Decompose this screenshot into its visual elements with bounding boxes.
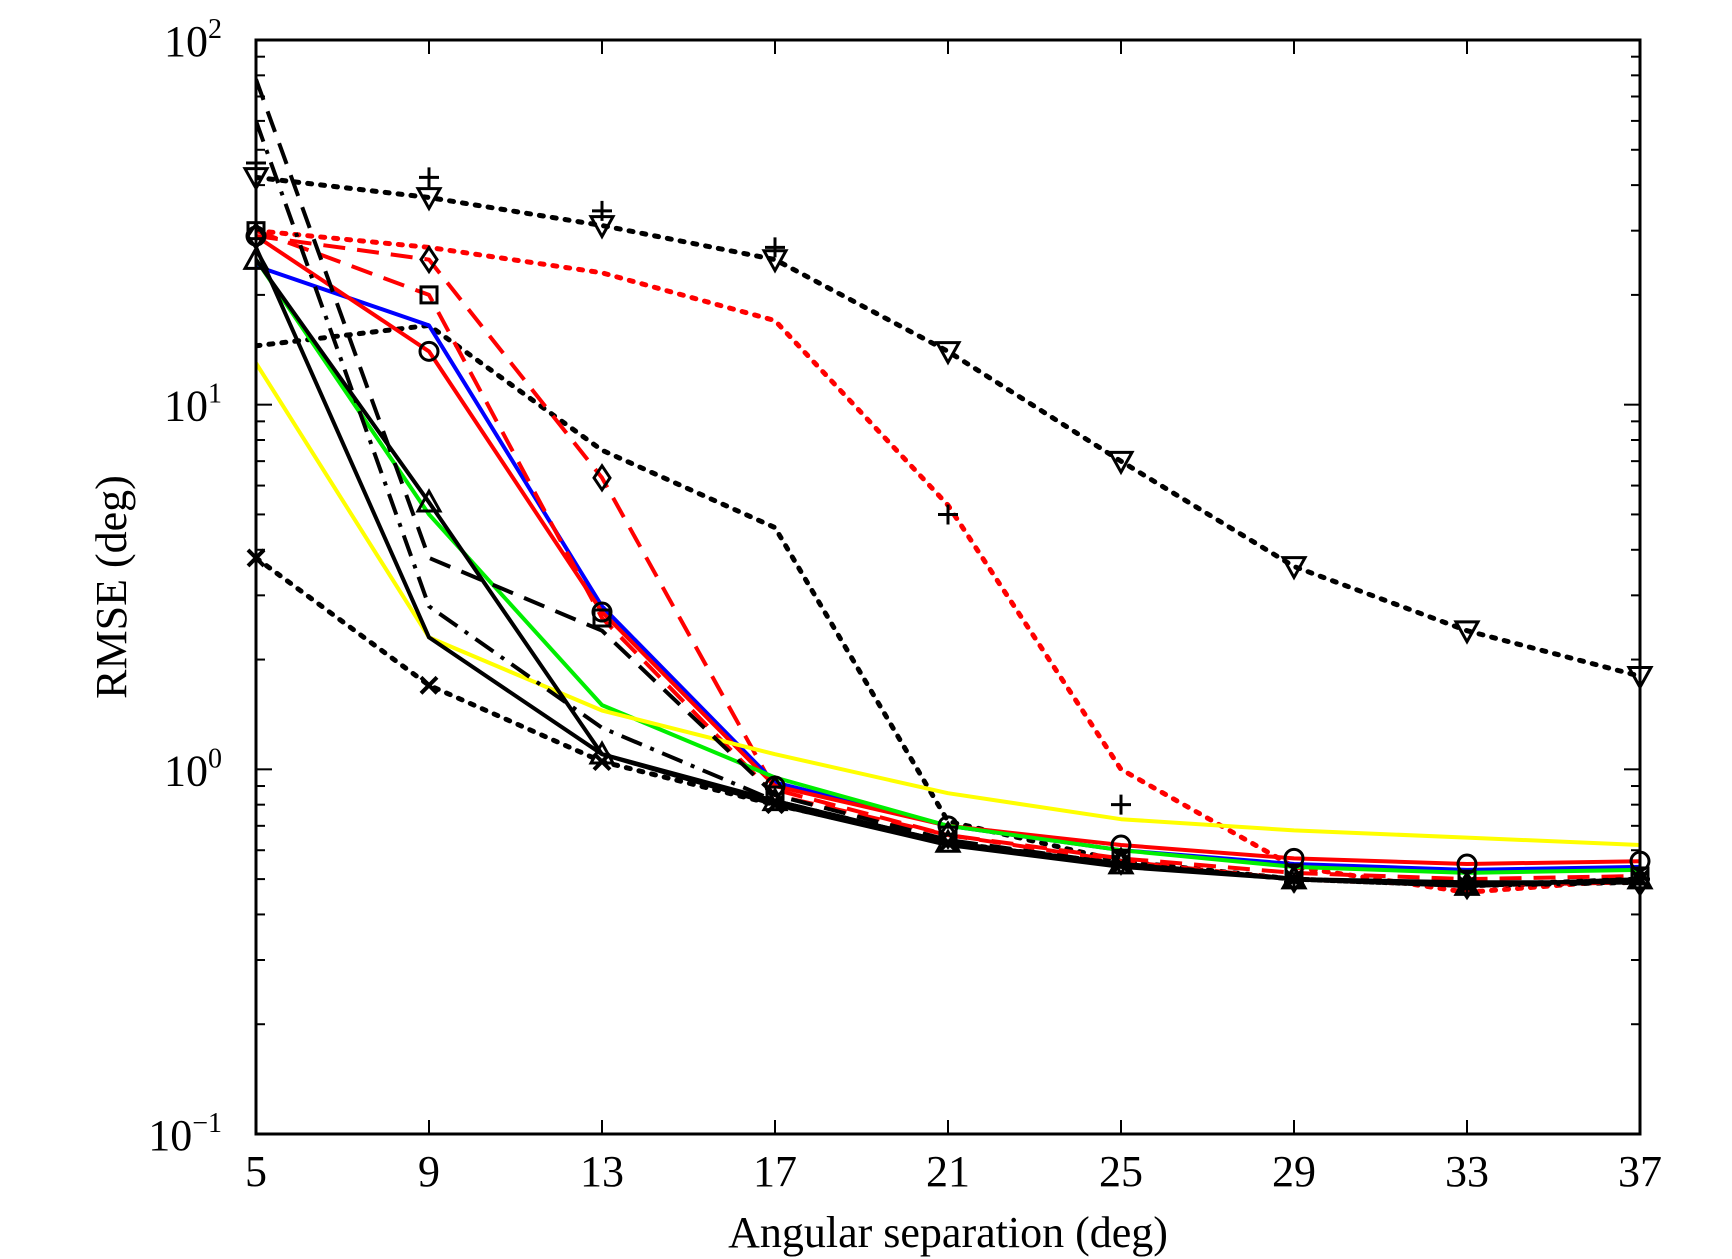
marker-x (765, 795, 785, 815)
y-tick-labels: 10−1 100 101 102 (148, 14, 222, 1160)
x-tick-label: 13 (580, 1147, 624, 1196)
marker-triangle-down (1280, 556, 1308, 581)
x-tick-label: 5 (245, 1147, 267, 1196)
tick-layer (255, 40, 1641, 1135)
series-line-10 (256, 362, 1640, 847)
x-tick-label: 29 (1272, 1147, 1316, 1196)
y-tick-label: 102 (164, 14, 222, 66)
x-tick-label: 33 (1445, 1147, 1489, 1196)
marker-x (419, 675, 439, 695)
marker-plus (1111, 794, 1131, 815)
marker-triangle-down (415, 187, 443, 212)
x-tick-label: 37 (1618, 1147, 1662, 1196)
marker-square (419, 285, 439, 305)
marker-plus (938, 504, 958, 525)
marker-triangle-up (1107, 849, 1135, 875)
marker-x (1111, 854, 1131, 874)
marker-square (592, 608, 612, 628)
marker-triangle-down (934, 341, 962, 366)
series-line-1 (256, 174, 1640, 679)
marker-x (1457, 876, 1477, 895)
x-tick-label: 25 (1099, 1147, 1143, 1196)
series-line-8 (256, 228, 1640, 882)
marker-circle (418, 340, 440, 362)
marker-diamond (419, 244, 439, 275)
marker-plus (765, 237, 785, 258)
marker-triangle-up (415, 488, 443, 513)
marker-plus (592, 200, 612, 221)
y-tick-label: 100 (164, 743, 222, 795)
marker-plus (419, 167, 439, 188)
x-tick-label: 17 (753, 1147, 797, 1196)
x-tick-label: 21 (926, 1147, 970, 1196)
marker-triangle-up (934, 828, 962, 853)
marker-x (592, 752, 612, 772)
y-tick-label: 10−1 (148, 1108, 222, 1160)
series-line-4 (256, 322, 1640, 889)
x-tick-labels: 5 9 13 17 21 25 29 33 37 (245, 1147, 1662, 1196)
x-axis-title: Angular separation (deg) (728, 1208, 1168, 1257)
marker-triangle-down (1107, 450, 1135, 476)
marker-x (938, 833, 958, 852)
marker-diamond (592, 463, 612, 493)
marker-x (1284, 869, 1304, 889)
marker-triangle-up (1453, 871, 1481, 896)
y-tick-label: 101 (164, 379, 222, 431)
marker-triangle-up (1280, 865, 1308, 890)
y-axis-title: RMSE (deg) (87, 475, 136, 699)
x-tick-label: 9 (418, 1147, 440, 1196)
marker-triangle-down (1453, 620, 1481, 645)
